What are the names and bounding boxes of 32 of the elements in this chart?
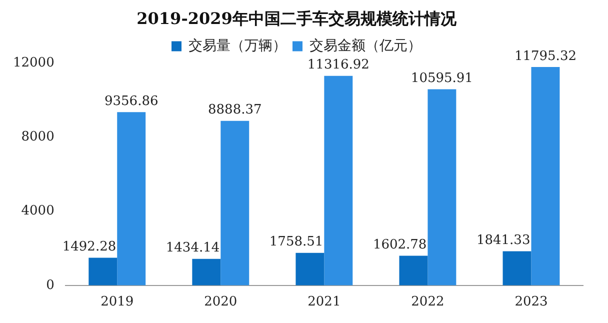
bar: [531, 66, 560, 286]
data-label: 1758.51: [269, 234, 324, 250]
bar: [117, 112, 146, 286]
x-tick-label: 2020: [204, 294, 238, 310]
y-tick-label: 0: [46, 278, 54, 293]
bar: [399, 256, 428, 286]
x-tick-label: 2021: [308, 294, 341, 310]
bar: [502, 251, 532, 286]
data-label: 1434.14: [166, 240, 220, 256]
bar: [88, 258, 118, 286]
bar: [296, 252, 324, 286]
x-tick-label: 2019: [100, 294, 134, 310]
data-label: 11316.92: [307, 58, 370, 73]
data-label: 9356.86: [104, 94, 158, 110]
y-tick-label: 12000: [12, 56, 54, 71]
bar: [324, 76, 353, 286]
bar: [220, 120, 250, 286]
data-label: 1602.78: [372, 238, 427, 253]
legend-label: 交易金额（亿元）: [310, 38, 422, 54]
chart-title: 2019-2029年中国二手车交易规模统计情况: [136, 8, 458, 28]
bar: [428, 89, 456, 286]
y-tick-label: 8000: [21, 130, 54, 145]
bar: [192, 258, 221, 286]
x-tick-label: 2023: [514, 294, 548, 310]
data-label: 11795.32: [514, 48, 576, 64]
y-tick-label: 4000: [21, 204, 54, 219]
data-label: 1492.28: [62, 240, 116, 255]
x-tick-label: 2022: [411, 294, 444, 310]
legend-label: 交易量（万辆）: [188, 38, 286, 54]
data-label: 8888.37: [208, 102, 262, 118]
data-label: 1841.33: [476, 233, 530, 248]
data-label: 10595.91: [410, 71, 473, 86]
